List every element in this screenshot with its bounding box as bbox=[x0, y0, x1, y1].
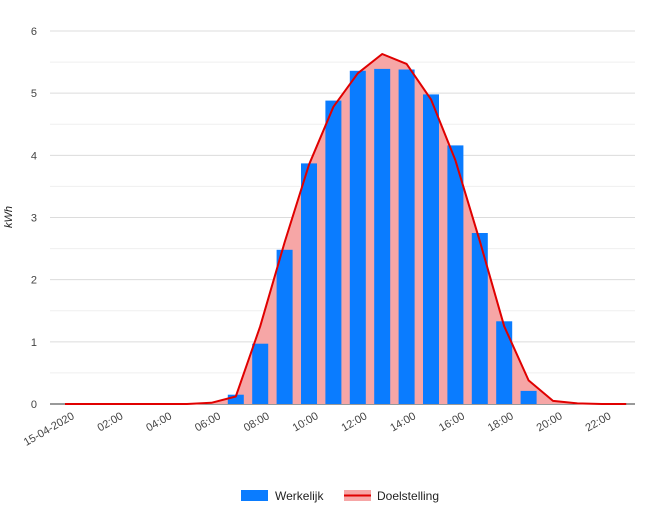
x-axis: 15-04-2020 02:00 04:00 06:00 08:00 10:00 12:00… bbox=[22, 410, 614, 449]
target-area bbox=[65, 54, 627, 404]
target-area-fill bbox=[65, 54, 627, 404]
y-tick-label: 1 bbox=[31, 337, 37, 349]
target-line-path bbox=[65, 53, 627, 405]
bar-werkelijk bbox=[471, 233, 488, 404]
bar-werkelijk bbox=[301, 163, 317, 404]
y-tick-label: 5 bbox=[31, 88, 37, 100]
y-tick-label: 6 bbox=[31, 26, 37, 38]
x-tick-label: 15-04-2020 bbox=[22, 410, 77, 449]
x-tick-label: 18:00 bbox=[486, 410, 516, 434]
y-axis-title: kWh bbox=[3, 206, 15, 228]
bar-werkelijk bbox=[252, 343, 269, 404]
y-tick-label: 0 bbox=[31, 399, 37, 411]
x-tick-label: 06:00 bbox=[193, 410, 223, 434]
x-tick-label: 10:00 bbox=[291, 410, 321, 434]
y-axis: 0 1 2 3 4 5 6 bbox=[31, 26, 37, 411]
x-tick-label: 14:00 bbox=[388, 410, 418, 434]
x-tick-label: 12:00 bbox=[339, 410, 369, 434]
target-line bbox=[65, 53, 627, 405]
bar-werkelijk bbox=[423, 94, 439, 405]
legend-item-doelstelling[interactable]: Doelstelling bbox=[344, 489, 439, 503]
y-tick-label: 3 bbox=[31, 213, 37, 225]
bar-werkelijk bbox=[325, 100, 342, 404]
x-tick-label: 20:00 bbox=[535, 410, 565, 434]
legend-label-doelstelling: Doelstelling bbox=[377, 489, 439, 503]
legend-item-werkelijk[interactable]: Werkelijk bbox=[241, 489, 324, 503]
legend: Werkelijk Doelstelling bbox=[241, 489, 439, 503]
y-tick-label: 4 bbox=[31, 150, 37, 162]
x-tick-label: 02:00 bbox=[95, 410, 125, 434]
actual-bars bbox=[227, 68, 537, 405]
x-tick-label: 04:00 bbox=[144, 410, 174, 434]
legend-label-werkelijk: Werkelijk bbox=[275, 489, 324, 503]
bar-werkelijk bbox=[398, 69, 415, 404]
bar-werkelijk bbox=[447, 145, 464, 404]
legend-swatch-werkelijk bbox=[241, 490, 268, 501]
bar-werkelijk bbox=[496, 321, 513, 404]
bar-werkelijk bbox=[374, 68, 391, 405]
bar-werkelijk bbox=[227, 394, 244, 404]
bar-werkelijk bbox=[520, 390, 537, 404]
y-tick-label: 2 bbox=[31, 275, 37, 287]
x-tick-label: 16:00 bbox=[437, 410, 467, 434]
bar-werkelijk bbox=[276, 249, 293, 404]
bar-werkelijk bbox=[349, 70, 366, 405]
x-tick-label: 08:00 bbox=[242, 410, 272, 434]
x-tick-label: 22:00 bbox=[583, 410, 613, 434]
